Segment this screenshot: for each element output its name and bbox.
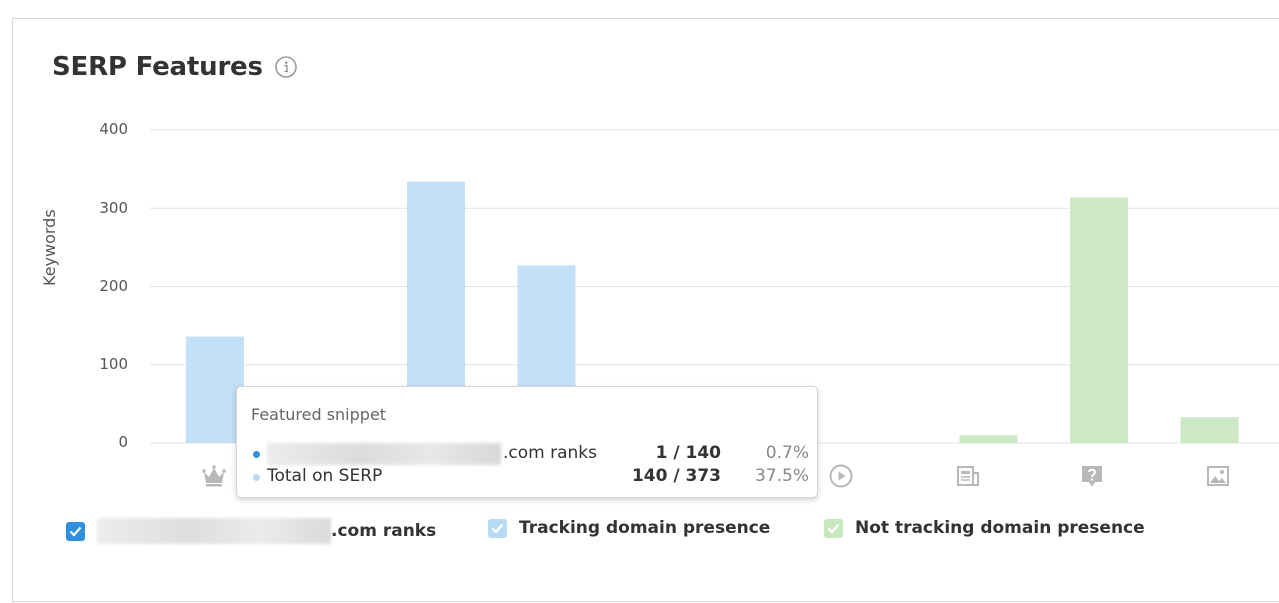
tooltip-row-ratio: 1 / 140: [655, 443, 721, 463]
video-icon[interactable]: [828, 463, 853, 489]
image-icon[interactable]: [1205, 463, 1229, 489]
legend-item-tracking[interactable]: Tracking domain presence: [488, 518, 770, 538]
crown-icon[interactable]: [201, 463, 226, 489]
redacted-domain: [97, 518, 331, 544]
series-dot: [253, 451, 260, 458]
legend-item-domain[interactable]: .com ranks: [66, 518, 436, 544]
y-tick-label: 200: [99, 277, 128, 295]
question-icon[interactable]: [1079, 463, 1103, 489]
tooltip-row-domain: .com ranks 1 / 140 0.7%: [251, 443, 809, 465]
news-icon[interactable]: [955, 463, 979, 489]
bar-news-icon[interactable]: [959, 435, 1018, 443]
legend-label: .com ranks: [331, 521, 437, 541]
series-dot: [253, 474, 260, 481]
bar-question-icon[interactable]: [1070, 197, 1128, 443]
serp-features-card: [12, 18, 1279, 602]
tooltip-row-ratio: 140 / 373: [631, 466, 721, 486]
title-row: SERP Features: [52, 52, 297, 82]
y-tick-label: 300: [99, 199, 128, 217]
chart-tooltip: Featured snippet .com ranks 1 / 140 0.7%…: [236, 386, 818, 498]
y-tick-label: 0: [118, 433, 128, 451]
checkbox-icon[interactable]: [488, 518, 507, 538]
legend-item-not-tracking[interactable]: Not tracking domain presence: [824, 518, 1145, 538]
info-icon[interactable]: [274, 56, 297, 78]
bar-crown-icon[interactable]: [186, 336, 244, 443]
page-title: SERP Features: [52, 52, 263, 82]
tooltip-title: Featured snippet: [251, 405, 387, 424]
checkbox-icon[interactable]: [66, 521, 85, 541]
bar-image-icon[interactable]: [1180, 417, 1239, 443]
y-tick-label: 400: [99, 120, 128, 138]
tooltip-row-percent: 37.5%: [754, 466, 809, 486]
legend-label: Not tracking domain presence: [855, 518, 1145, 538]
checkbox-icon[interactable]: [824, 518, 843, 538]
tooltip-row-total: Total on SERP 140 / 373 37.5%: [251, 466, 809, 488]
redacted-domain: [267, 443, 501, 465]
y-tick-label: 100: [99, 355, 128, 373]
tooltip-row-label: .com ranks: [503, 443, 597, 463]
tooltip-row-percent: 0.7%: [765, 443, 809, 463]
legend-label: Tracking domain presence: [519, 518, 771, 538]
tooltip-row-label: Total on SERP: [267, 466, 383, 486]
